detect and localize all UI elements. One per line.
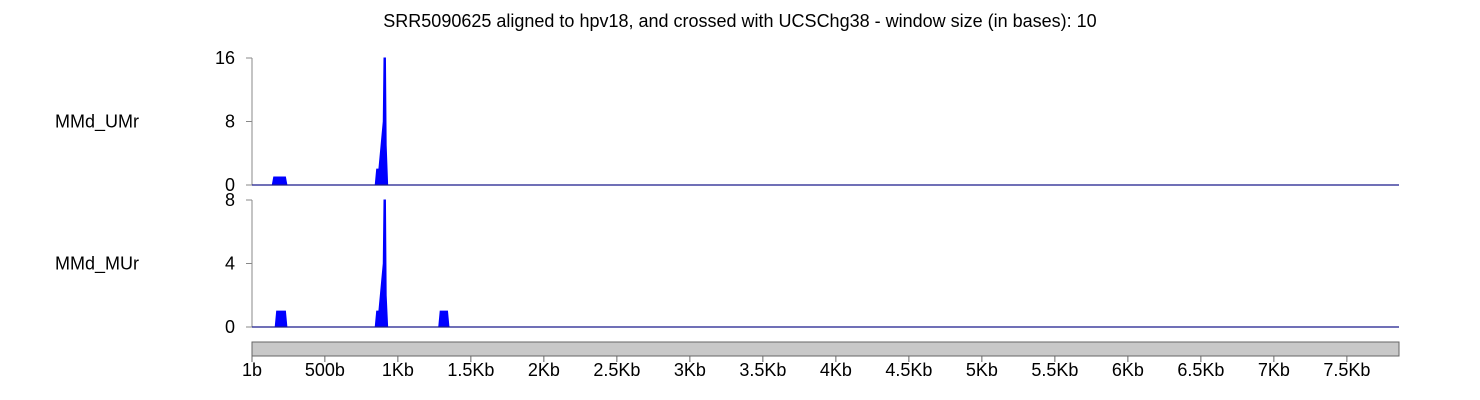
track-0: MMd_UMr 0 8 16 (55, 48, 1399, 195)
genome-ruler-bar (251, 341, 1400, 357)
x-tick-label: 1.5Kb (447, 360, 494, 380)
x-tick-label: 3.5Kb (739, 360, 786, 380)
x-tick-label: 5Kb (966, 360, 998, 380)
x-tick-label: 2.5Kb (593, 360, 640, 380)
x-tick-label: 1b (242, 360, 262, 380)
coverage-area (252, 199, 1399, 328)
x-tick-label: 6.5Kb (1177, 360, 1224, 380)
x-axis: 1b 500b 1Kb 1.5Kb 2Kb 2.5Kb 3Kb 3.5Kb 4Kb 4.5Kb 5K… (242, 341, 1400, 380)
chart-title: SRR5090625 aligned to hpv18, and crossed… (383, 11, 1096, 31)
track-label: MMd_UMr (55, 112, 139, 133)
y-tick-label: 8 (225, 112, 235, 132)
x-tick-label: 500b (305, 360, 345, 380)
x-tick-label: 6Kb (1112, 360, 1144, 380)
coverage-area (252, 57, 1399, 186)
x-tick-label: 7.5Kb (1323, 360, 1370, 380)
track-label: MMd_MUr (55, 254, 139, 275)
x-tick-label: 3Kb (674, 360, 706, 380)
y-tick-label: 0 (225, 175, 235, 195)
x-tick-label: 1Kb (382, 360, 414, 380)
y-tick-label: 8 (225, 190, 235, 210)
x-tick-label: 4.5Kb (885, 360, 932, 380)
x-tick-label: 7Kb (1258, 360, 1290, 380)
y-tick-label: 16 (215, 48, 235, 68)
track-1: MMd_MUr 0 4 8 (55, 190, 1399, 337)
x-tick-label: 5.5Kb (1031, 360, 1078, 380)
y-tick-label: 4 (225, 254, 235, 274)
x-tick-label: 4Kb (820, 360, 852, 380)
y-tick-label: 0 (225, 317, 235, 337)
x-tick-label: 2Kb (528, 360, 560, 380)
